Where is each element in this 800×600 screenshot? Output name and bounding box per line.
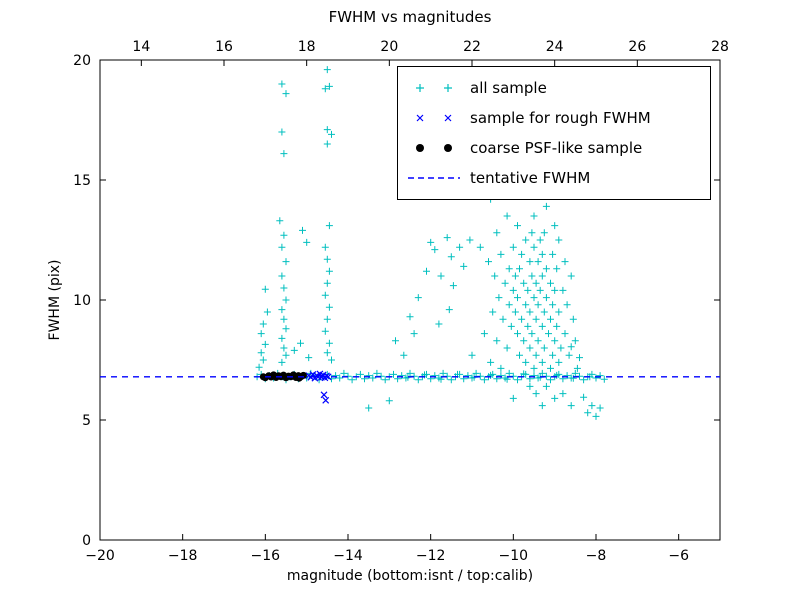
legend-entry: coarse PSF-like sample (406, 133, 706, 163)
legend-label: sample for rough FWHM (470, 109, 651, 127)
legend-label: all sample (470, 79, 547, 97)
legend-marker-circle-icon (416, 144, 452, 152)
y-axis-label: FWHM (pix) (47, 259, 63, 341)
chart-title: FWHM vs magnitudes (328, 8, 492, 26)
legend-box: all sample sample for rough FWHM coarse PS… (397, 66, 711, 200)
legend-entry: tentative FWHM (406, 163, 706, 193)
legend-label: tentative FWHM (470, 169, 591, 187)
x-top-tick-label: 26 (628, 39, 646, 55)
x-top-tick-label: 22 (463, 39, 481, 55)
x-top-tick-label: 14 (132, 39, 150, 55)
tick-marks: −20 −18 −16 −14 −12 −10 −8 −6 14 16 18 20 22 24 26 28 0 5… (73, 39, 729, 564)
x-bottom-tick-label: −20 (85, 548, 115, 564)
x-bottom-tick-label: −16 (251, 548, 281, 564)
y-tick-label: 10 (73, 293, 91, 309)
x-bottom-tick-label: −10 (499, 548, 529, 564)
legend-label: coarse PSF-like sample (470, 139, 643, 157)
x-bottom-tick-label: −18 (168, 548, 198, 564)
legend-marker-plus-icon (416, 84, 452, 92)
x-top-tick-label: 20 (380, 39, 398, 55)
rough-fwhm-points (305, 370, 332, 404)
legend-entry: all sample (406, 73, 706, 103)
y-tick-label: 15 (73, 173, 91, 189)
legend-marker-x-icon (416, 114, 452, 122)
x-top-tick-label: 24 (546, 39, 564, 55)
x-bottom-tick-label: −6 (668, 548, 689, 564)
y-tick-label: 5 (82, 413, 91, 429)
legend-entry: sample for rough FWHM (406, 103, 706, 133)
y-tick-label: 0 (82, 533, 91, 549)
x-axis-label: magnitude (bottom:isnt / top:calib) (286, 568, 534, 584)
legend-marker-dashed-line-icon (408, 177, 460, 179)
x-top-tick-label: 28 (711, 39, 729, 55)
x-top-tick-label: 16 (215, 39, 233, 55)
y-tick-label: 20 (73, 53, 91, 69)
x-bottom-tick-label: −12 (416, 548, 446, 564)
x-bottom-tick-label: −8 (586, 548, 607, 564)
x-bottom-tick-label: −14 (333, 548, 363, 564)
x-top-tick-label: 18 (298, 39, 316, 55)
